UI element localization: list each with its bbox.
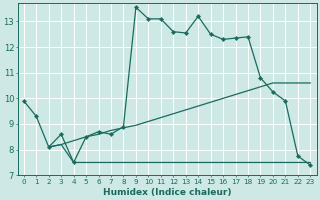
X-axis label: Humidex (Indice chaleur): Humidex (Indice chaleur) [103, 188, 231, 197]
